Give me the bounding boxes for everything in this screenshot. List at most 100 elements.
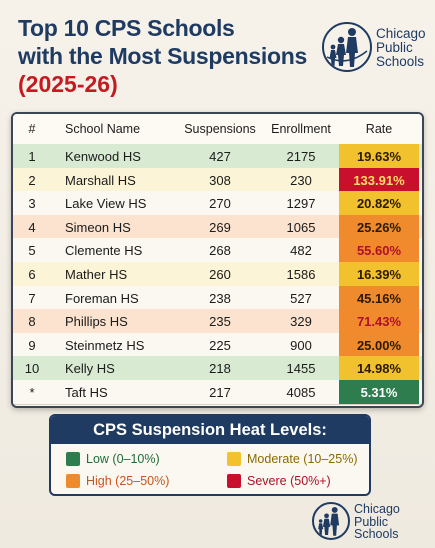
table-row: 10 Kelly HS 218 1455 14.98% bbox=[13, 356, 422, 381]
table-row: 7 Foreman HS 238 527 45.16% bbox=[13, 285, 422, 311]
rate-value: 25.26% bbox=[356, 219, 402, 235]
school-name-cell: Simeon HS bbox=[65, 219, 131, 235]
legend-label: Severe (50%+) bbox=[247, 474, 331, 488]
table-row: 6 Mather HS 260 1586 16.39% bbox=[13, 262, 422, 287]
table-row: * Taft HS 217 4085 5.31% bbox=[13, 380, 422, 405]
rank-cell: * bbox=[29, 385, 35, 400]
rate-cell: 55.60% bbox=[339, 238, 419, 262]
legend-swatch bbox=[227, 474, 241, 488]
rank-cell: 4 bbox=[28, 219, 36, 235]
suspensions-cell: 235 bbox=[209, 314, 231, 330]
rate-value: 25.00% bbox=[356, 337, 402, 353]
rate-cell: 45.16% bbox=[339, 285, 419, 310]
rate-cell: 25.00% bbox=[339, 332, 419, 357]
school-name-cell: Mather HS bbox=[65, 267, 128, 282]
rank-cell: 1 bbox=[28, 149, 36, 164]
suspensions-cell: 269 bbox=[209, 219, 231, 235]
enrollment-cell: 527 bbox=[290, 290, 312, 306]
school-name-cell: Clemente HS bbox=[65, 243, 143, 259]
enrollment-cell: 1065 bbox=[286, 219, 316, 235]
school-name-cell: Kenwood HS bbox=[65, 149, 141, 164]
rate-cell: 25.26% bbox=[339, 214, 419, 239]
title-year: (2025-26) bbox=[18, 71, 118, 97]
header-rate: Rate bbox=[365, 122, 393, 136]
rank-cell: 3 bbox=[28, 196, 36, 212]
suspensions-cell: 238 bbox=[209, 290, 231, 306]
family-silhouette-icon bbox=[322, 22, 372, 72]
suspensions-cell: 217 bbox=[209, 385, 231, 400]
legend-title: CPS Suspension Heat Levels: bbox=[51, 416, 369, 444]
legend-label: Moderate (10–25%) bbox=[247, 452, 358, 466]
header-rank: # bbox=[28, 122, 36, 136]
header-enrollment: Enrollment bbox=[271, 122, 331, 136]
school-name-cell: Steinmetz HS bbox=[65, 337, 145, 353]
suspensions-cell: 308 bbox=[209, 172, 231, 188]
footer-logo-text: Chicago Public Schools bbox=[354, 502, 400, 541]
school-name-cell: Taft HS bbox=[65, 385, 108, 400]
footer-cps-logo: Chicago Public Schools bbox=[312, 500, 432, 544]
school-name-cell: Lake View HS bbox=[65, 196, 147, 212]
rate-value: 55.60% bbox=[356, 243, 402, 259]
legend-swatch bbox=[66, 474, 80, 488]
title-line-2: with the Most Suspensions bbox=[18, 43, 307, 69]
family-silhouette-icon bbox=[312, 502, 350, 540]
table-row: 3 Lake View HS 270 1297 20.82% bbox=[13, 191, 422, 216]
suspensions-cell: 268 bbox=[209, 243, 231, 259]
rank-cell: 9 bbox=[28, 337, 36, 353]
rank-cell: 2 bbox=[28, 172, 36, 188]
cps-logo: Chicago Public Schools bbox=[322, 18, 430, 74]
rank-cell: 6 bbox=[28, 267, 36, 282]
rank-cell: 8 bbox=[28, 314, 36, 330]
enrollment-cell: 230 bbox=[290, 172, 312, 188]
rate-cell: 14.98% bbox=[339, 356, 419, 380]
legend-label: High (25–50%) bbox=[86, 474, 170, 488]
school-name-cell: Kelly HS bbox=[65, 361, 115, 377]
rate-value: 20.82% bbox=[356, 196, 402, 212]
enrollment-cell: 900 bbox=[290, 337, 312, 353]
rank-cell: 5 bbox=[28, 243, 36, 259]
table-row: 5 Clemente HS 268 482 55.60% bbox=[13, 238, 422, 263]
page-title: Top 10 CPS Schools with the Most Suspens… bbox=[18, 14, 318, 98]
enrollment-cell: 2175 bbox=[286, 149, 316, 164]
title-line-1: Top 10 CPS Schools bbox=[18, 15, 235, 41]
rate-value: 19.63% bbox=[356, 149, 402, 164]
table-row: 4 Simeon HS 269 1065 25.26% bbox=[13, 214, 422, 240]
suspensions-cell: 270 bbox=[209, 196, 231, 212]
header-school: School Name bbox=[65, 122, 141, 136]
table-row: 9 Steinmetz HS 225 900 25.00% bbox=[13, 332, 422, 358]
suspensions-cell: 260 bbox=[209, 267, 231, 282]
header-suspensions: Suspensions bbox=[184, 122, 256, 136]
rate-cell: 133.91% bbox=[339, 167, 419, 192]
rank-cell: 10 bbox=[24, 361, 40, 377]
rate-value: 5.31% bbox=[360, 385, 398, 400]
enrollment-cell: 4085 bbox=[286, 385, 316, 400]
enrollment-cell: 329 bbox=[290, 314, 312, 330]
rate-cell: 16.39% bbox=[339, 262, 419, 286]
legend-label: Low (0–10%) bbox=[86, 452, 160, 466]
heat-level-legend: CPS Suspension Heat Levels: Low (0–10%) M… bbox=[49, 414, 371, 496]
enrollment-cell: 1455 bbox=[286, 361, 316, 377]
table-row: 2 Marshall HS 308 230 133.91% bbox=[13, 167, 422, 193]
rate-cell: 71.43% bbox=[339, 309, 419, 333]
rate-value: 14.98% bbox=[356, 361, 402, 377]
rate-value: 71.43% bbox=[356, 314, 402, 330]
table-row: 8 Phillips HS 235 329 71.43% bbox=[13, 309, 422, 334]
suspensions-cell: 427 bbox=[209, 149, 231, 164]
rate-value: 45.16% bbox=[356, 290, 402, 306]
enrollment-cell: 1297 bbox=[286, 196, 316, 212]
rate-value: 16.39% bbox=[356, 267, 402, 282]
rank-cell: 7 bbox=[28, 290, 36, 306]
logo-text: Chicago Public Schools bbox=[376, 26, 426, 69]
rate-value: 133.91% bbox=[353, 172, 405, 188]
table-header: # School Name Suspensions Enrollment Rat… bbox=[13, 114, 422, 145]
legend-swatch bbox=[227, 452, 241, 466]
suspensions-table: # School Name Suspensions Enrollment Rat… bbox=[11, 112, 424, 408]
school-name-cell: Marshall HS bbox=[65, 172, 136, 188]
school-name-cell: Phillips HS bbox=[65, 314, 128, 330]
rate-cell: 5.31% bbox=[339, 380, 419, 404]
suspensions-cell: 218 bbox=[209, 361, 231, 377]
school-name-cell: Foreman HS bbox=[65, 290, 139, 306]
suspensions-cell: 225 bbox=[209, 337, 231, 353]
enrollment-cell: 482 bbox=[290, 243, 312, 259]
